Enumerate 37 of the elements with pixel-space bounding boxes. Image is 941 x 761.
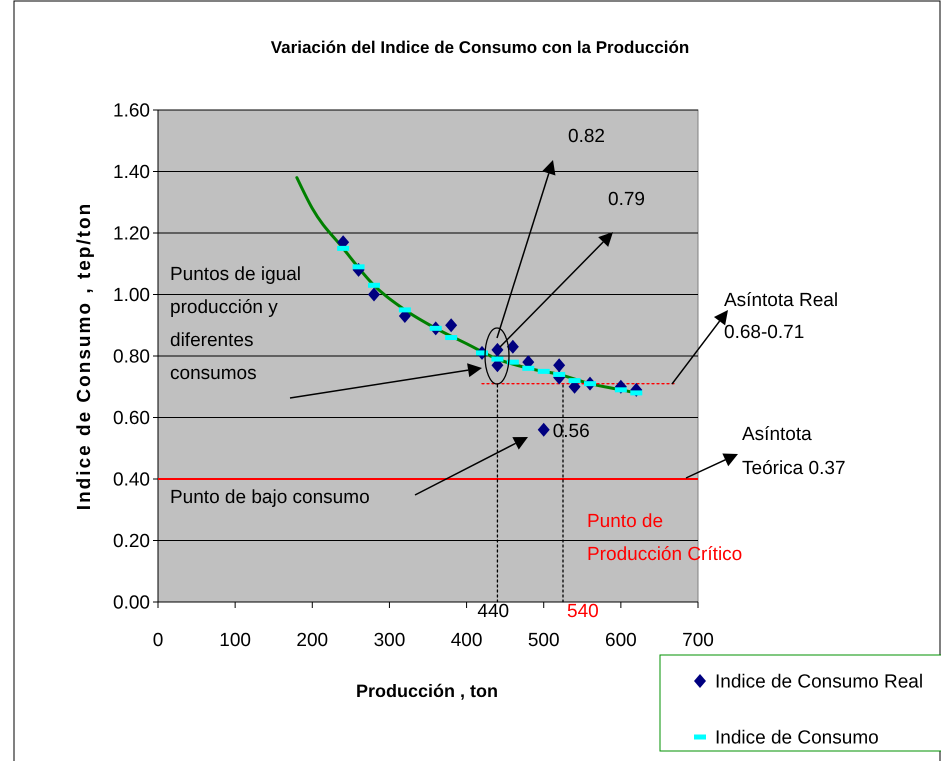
x-tick-label: 700 bbox=[682, 630, 714, 651]
y-tick-label: 0.40 bbox=[113, 470, 150, 491]
y-tick-label: 1.40 bbox=[113, 162, 150, 184]
annotation: Puntos de igual producción y diferentes consumos bbox=[170, 264, 301, 384]
point bbox=[506, 340, 519, 354]
y-tick-label: 0.20 bbox=[113, 531, 150, 552]
x-tick-label: 400 bbox=[450, 630, 482, 651]
legend-label: Indice de Consumo Real bbox=[715, 672, 924, 693]
point bbox=[553, 358, 566, 372]
y-tick-label: 1.60 bbox=[113, 100, 150, 122]
text: Asíntota Real 0.68-0.71 bbox=[724, 290, 838, 343]
annotation: Punto de bajo consumo bbox=[170, 487, 370, 508]
y-tick-label: 0.60 bbox=[113, 408, 150, 430]
point bbox=[445, 318, 458, 332]
x-tick-label: 200 bbox=[296, 630, 328, 651]
y-axis-title: Indice de Consumo , tep/ton bbox=[74, 202, 95, 510]
x-tick-label: 0 bbox=[152, 630, 164, 651]
x-tick-label: 100 bbox=[219, 630, 251, 651]
annotation: 540 bbox=[567, 601, 599, 622]
point bbox=[538, 422, 550, 437]
annotation: Punto de Producción Crítico bbox=[587, 511, 742, 565]
text: Asíntota Teórica 0.37 bbox=[742, 424, 846, 479]
y-tick-label: 1.00 bbox=[113, 285, 150, 306]
annotation: 440 bbox=[477, 601, 510, 622]
x-tick-label: 600 bbox=[605, 630, 637, 651]
annotation: 0.79 bbox=[608, 189, 645, 210]
x-axis-title: Producción , ton bbox=[356, 681, 498, 701]
y-tick-label: 0.80 bbox=[113, 346, 150, 368]
annotation: 0.82 bbox=[568, 126, 605, 147]
y-tick-label: 0.00 bbox=[113, 592, 150, 614]
legend-label: Indice de Consumo bbox=[715, 728, 879, 749]
x-tick-label: 500 bbox=[528, 630, 560, 651]
x-tick-label: 300 bbox=[374, 630, 406, 651]
annotation: 0.56 bbox=[552, 420, 590, 442]
point bbox=[368, 288, 380, 302]
y-tick-label: 1.20 bbox=[113, 224, 150, 245]
chart-title: Variación del Indice de Consumo con la Producción bbox=[270, 38, 690, 57]
